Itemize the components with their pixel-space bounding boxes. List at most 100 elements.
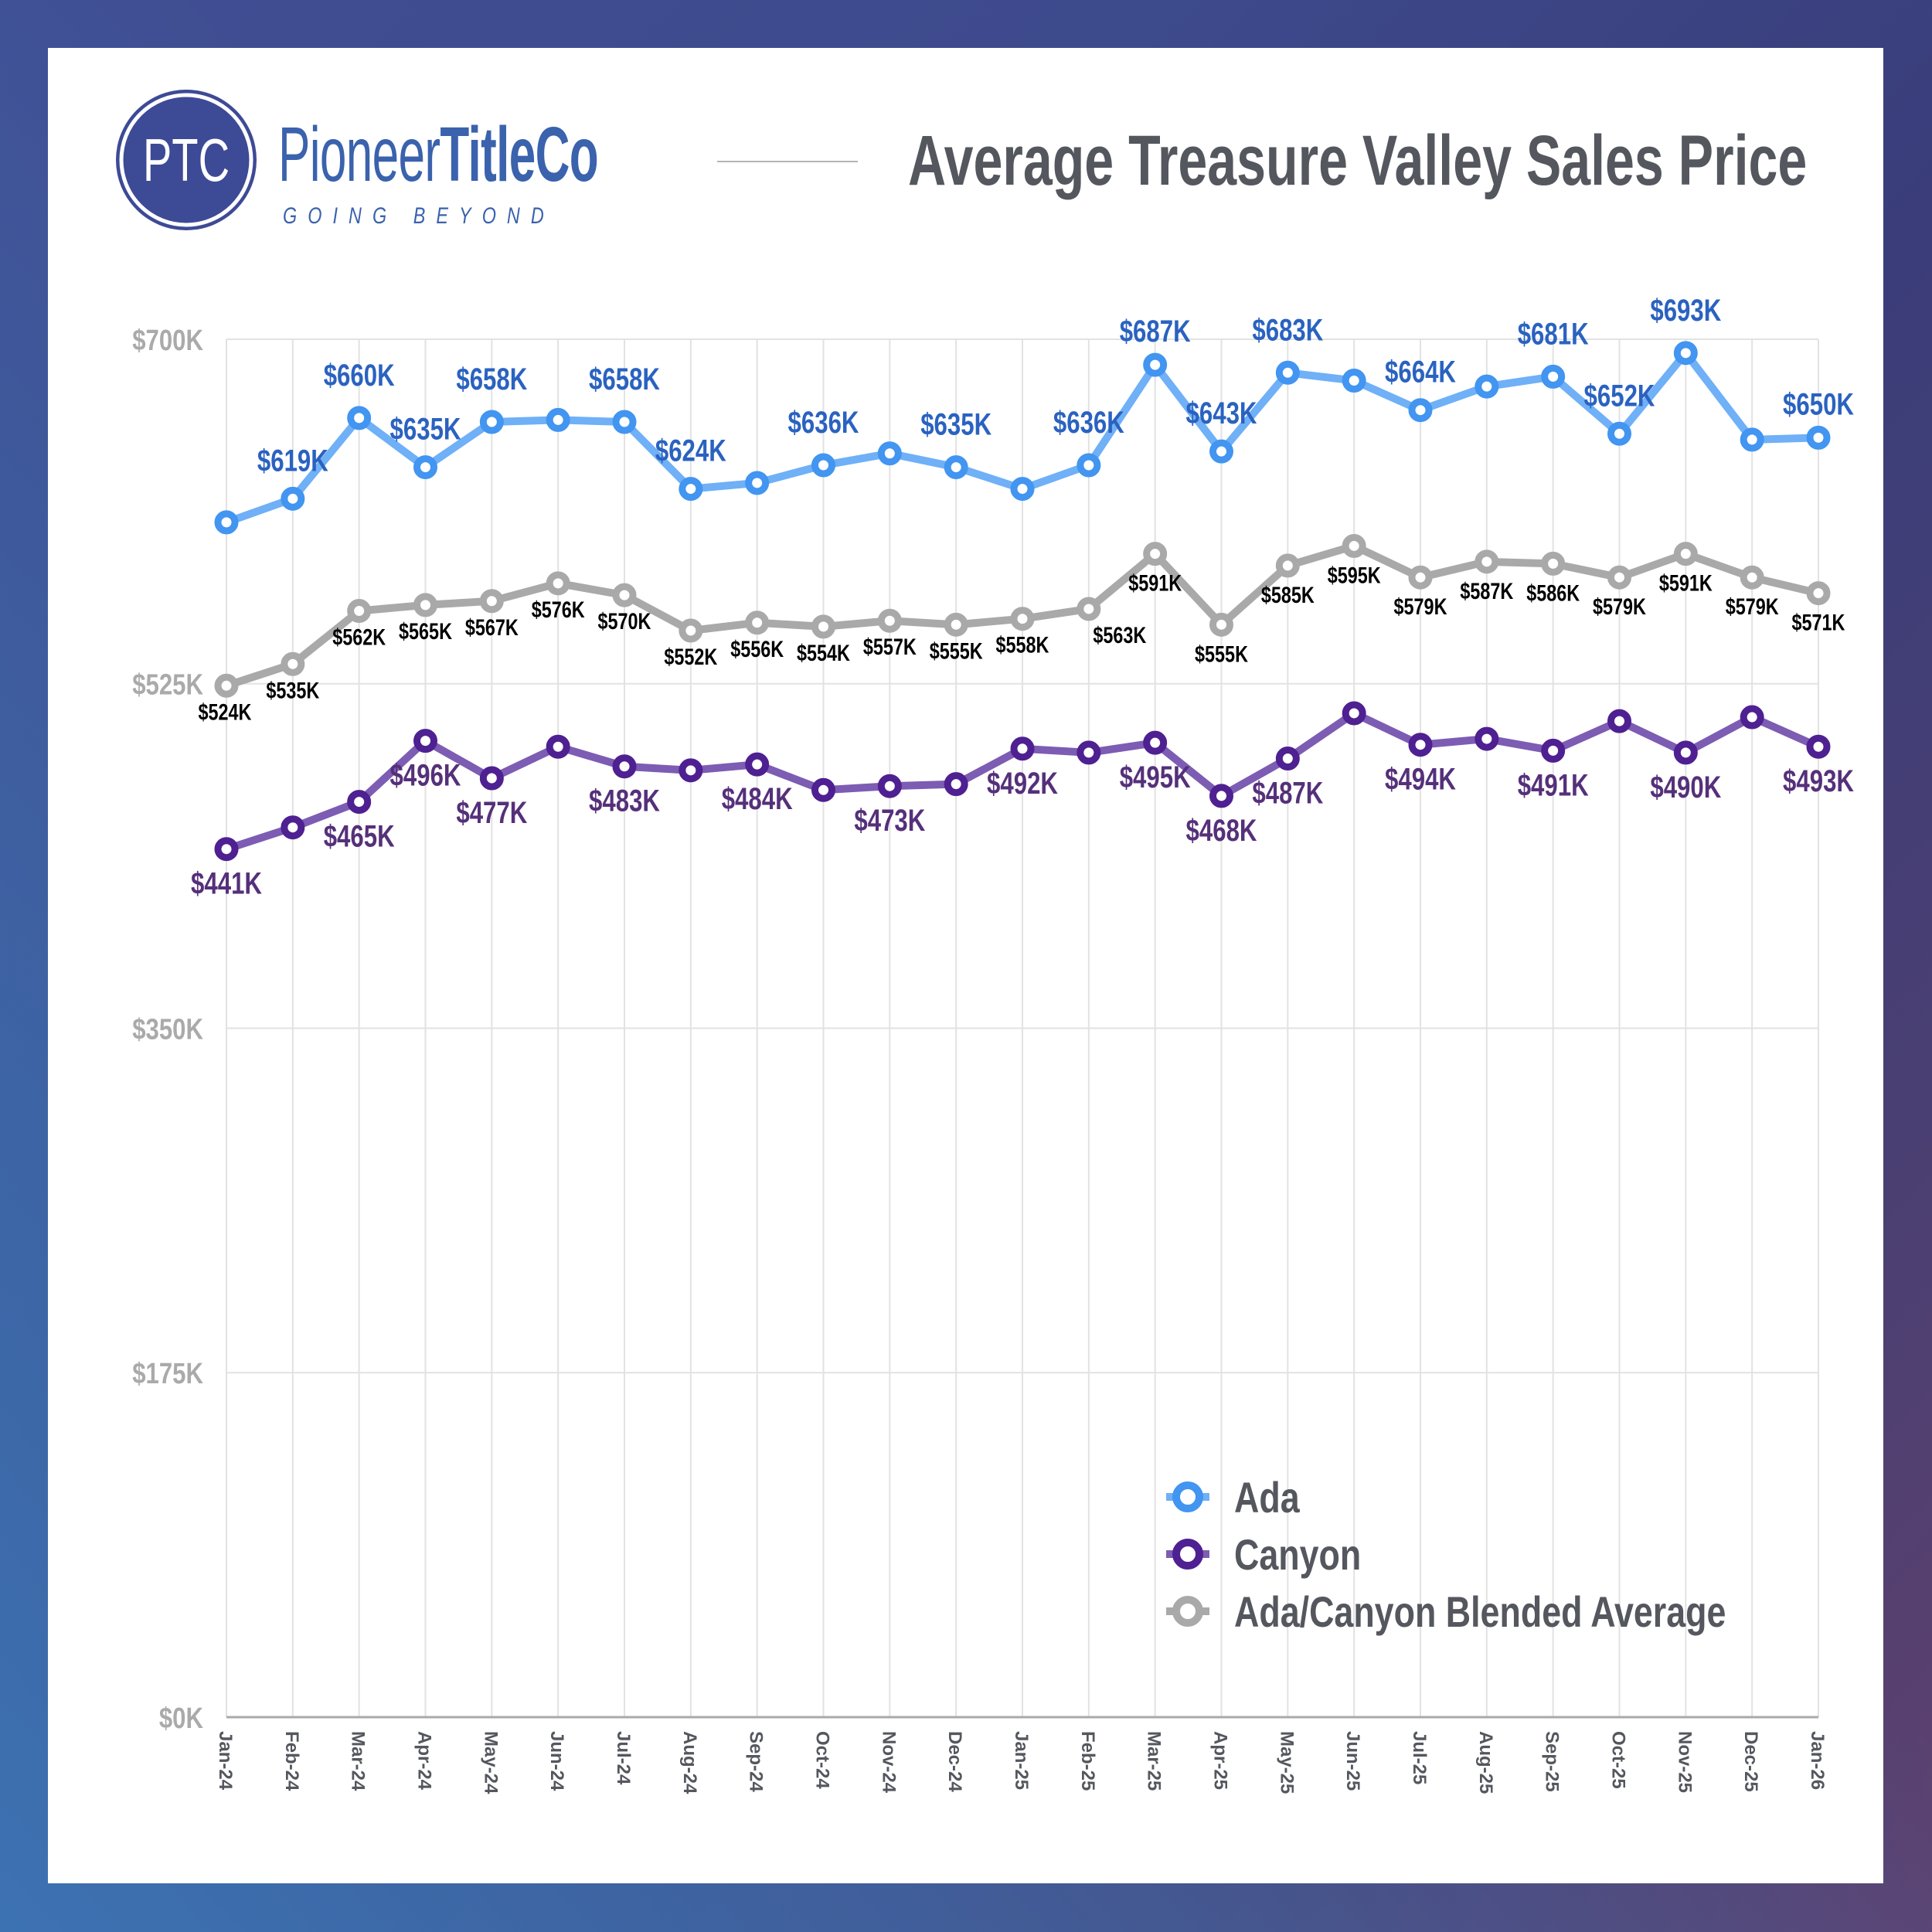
data-label: $477K: [456, 795, 527, 830]
data-label: $579K: [1726, 594, 1779, 619]
data-point: [214, 837, 239, 862]
series-ada-canyon-blended-average: [214, 533, 1831, 698]
data-point: [1209, 612, 1233, 637]
chart-title: Average Treasure Valley Sales Price: [908, 121, 1808, 200]
data-label: $579K: [1394, 594, 1447, 619]
data-point: [1143, 542, 1168, 566]
data-label: $562K: [332, 624, 386, 650]
data-label: $591K: [1659, 570, 1713, 596]
x-tick-label: Dec-25: [1740, 1731, 1761, 1792]
data-point: [612, 754, 637, 779]
x-tick-label: Mar-24: [348, 1731, 369, 1791]
series-group: [214, 341, 1831, 862]
data-label: $636K: [1053, 405, 1124, 440]
data-label: $587K: [1460, 578, 1513, 604]
x-tick-label: Sep-25: [1542, 1731, 1563, 1792]
x-tick-label: Oct-24: [812, 1731, 833, 1789]
header-divider: [717, 161, 858, 162]
data-label: $555K: [1195, 641, 1248, 667]
data-label: $579K: [1593, 594, 1646, 619]
data-point: [1408, 733, 1433, 757]
y-tick-label: $350K: [132, 1014, 203, 1046]
logo-initials: PTC: [143, 127, 230, 194]
x-tick-label: Aug-24: [679, 1731, 700, 1794]
data-point: [1275, 747, 1300, 771]
data-point: [1143, 352, 1168, 377]
data-point: [546, 734, 570, 759]
ptc-logo-icon: PTC: [116, 90, 257, 230]
data-point: [1010, 607, 1035, 631]
data-point: [1209, 439, 1233, 464]
data-label: $681K: [1518, 317, 1589, 352]
data-point: [877, 774, 902, 798]
data-point: [413, 729, 437, 753]
data-point: [479, 589, 504, 614]
data-label: $652K: [1584, 379, 1655, 413]
data-point: [1673, 341, 1698, 366]
data-label: $636K: [788, 405, 859, 440]
data-point: [1740, 427, 1764, 452]
x-tick-label: Jul-25: [1409, 1731, 1430, 1784]
data-point: [612, 583, 637, 607]
x-tick-label: May-24: [480, 1731, 501, 1794]
data-point: [413, 455, 437, 480]
data-label: $595K: [1328, 563, 1381, 588]
data-label: $555K: [930, 638, 983, 664]
x-tick-label: Nov-25: [1674, 1731, 1695, 1793]
data-point: [347, 406, 372, 430]
data-point: [1077, 453, 1101, 478]
data-label: $591K: [1128, 570, 1182, 596]
data-point: [281, 815, 305, 840]
data-point: [944, 612, 968, 637]
data-label: $557K: [863, 634, 917, 659]
legend-item: Canyon: [1166, 1530, 1361, 1579]
data-point: [944, 455, 968, 480]
data-point: [1475, 549, 1499, 574]
data-label: $660K: [324, 358, 395, 393]
data-point: [679, 758, 703, 783]
data-point: [347, 599, 372, 624]
data-point: [1010, 736, 1035, 761]
data-point: [1475, 374, 1499, 399]
data-point: [745, 611, 770, 635]
data-label: $619K: [257, 444, 328, 478]
data-label: $570K: [598, 608, 651, 634]
data-point: [1077, 740, 1101, 765]
data-label: $586K: [1526, 580, 1580, 606]
data-point: [1541, 738, 1566, 763]
x-tick-label: Jan-24: [215, 1731, 236, 1791]
x-tick-label: May-25: [1276, 1731, 1297, 1794]
data-point: [546, 571, 570, 596]
data-point: [1673, 542, 1698, 566]
legend-item: Ada/Canyon Blended Average: [1166, 1587, 1726, 1636]
x-tick-label: Jun-25: [1342, 1731, 1363, 1791]
data-point: [679, 477, 703, 502]
x-tick-label: Nov-24: [878, 1731, 899, 1794]
data-label: $441K: [191, 866, 262, 901]
x-tick-label: Apr-24: [414, 1731, 435, 1791]
y-tick-label: $175K: [132, 1358, 203, 1390]
data-label: $558K: [996, 632, 1049, 658]
data-label: $490K: [1650, 770, 1721, 804]
data-point: [1740, 705, 1764, 730]
data-point: [1010, 477, 1035, 502]
data-label: $624K: [655, 434, 726, 468]
data-point: [281, 486, 305, 511]
data-point: [811, 614, 835, 639]
data-label: $687K: [1120, 314, 1191, 349]
data-label: $535K: [266, 678, 319, 703]
data-label: $664K: [1385, 355, 1456, 389]
brand-name-bold: TitleCo: [440, 111, 599, 198]
data-point: [944, 772, 968, 797]
data-label: $556K: [730, 636, 784, 662]
legend-label: Ada/Canyon Blended Average: [1234, 1587, 1726, 1636]
x-tick-label: Mar-25: [1144, 1731, 1165, 1791]
x-tick-label: Aug-25: [1475, 1731, 1496, 1794]
data-label: $494K: [1385, 762, 1456, 797]
data-point: [1408, 565, 1433, 590]
data-point: [347, 790, 372, 815]
data-point: [281, 651, 305, 676]
data-point: [214, 673, 239, 698]
data-label: $635K: [390, 412, 461, 447]
